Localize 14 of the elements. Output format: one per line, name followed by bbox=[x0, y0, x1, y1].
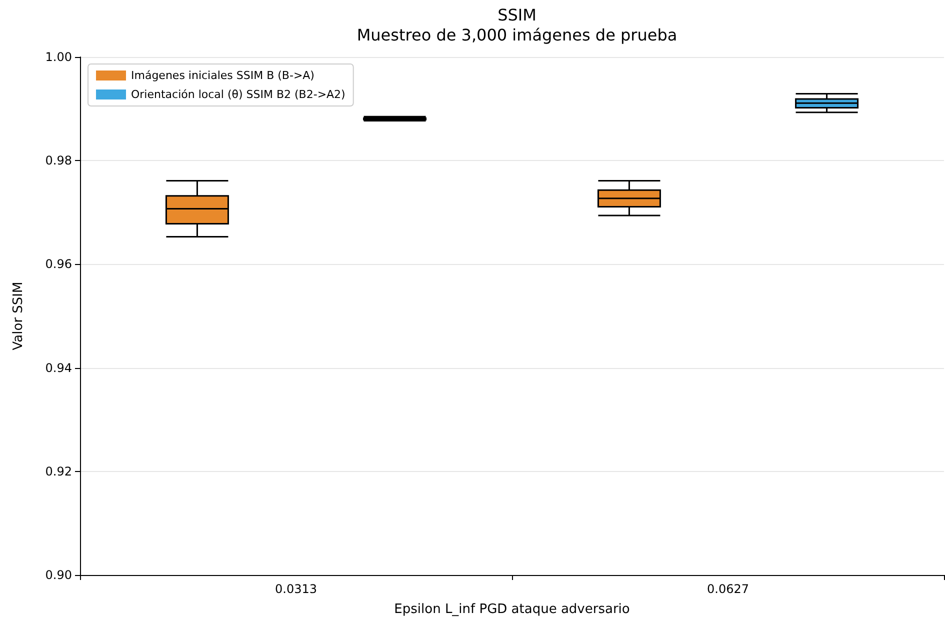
chart-subtitle: Muestreo de 3,000 imágenes de prueba bbox=[356, 26, 678, 44]
y-tick-label: 0.96 bbox=[45, 257, 72, 272]
legend-label: Imágenes iniciales SSIM B (B->A) bbox=[131, 69, 314, 82]
y-axis-title: Valor SSIM bbox=[11, 282, 26, 350]
y-tick-label: 0.90 bbox=[45, 568, 72, 582]
x-tick-label: 0.0313 bbox=[275, 582, 317, 596]
y-tick-label: 1.00 bbox=[45, 50, 72, 64]
y-tick-label: 0.92 bbox=[45, 464, 72, 478]
y-tick-label: 0.98 bbox=[45, 154, 72, 168]
y-tick-label: 0.94 bbox=[45, 360, 72, 375]
x-axis-title: Epsilon L_inf PGD ataque adversario bbox=[394, 602, 630, 617]
x-tick-label: 0.0627 bbox=[707, 582, 749, 596]
chart-title: SSIM bbox=[498, 6, 536, 24]
legend-label: Orientación local (θ) SSIM B2 (B2->A2) bbox=[131, 88, 346, 101]
